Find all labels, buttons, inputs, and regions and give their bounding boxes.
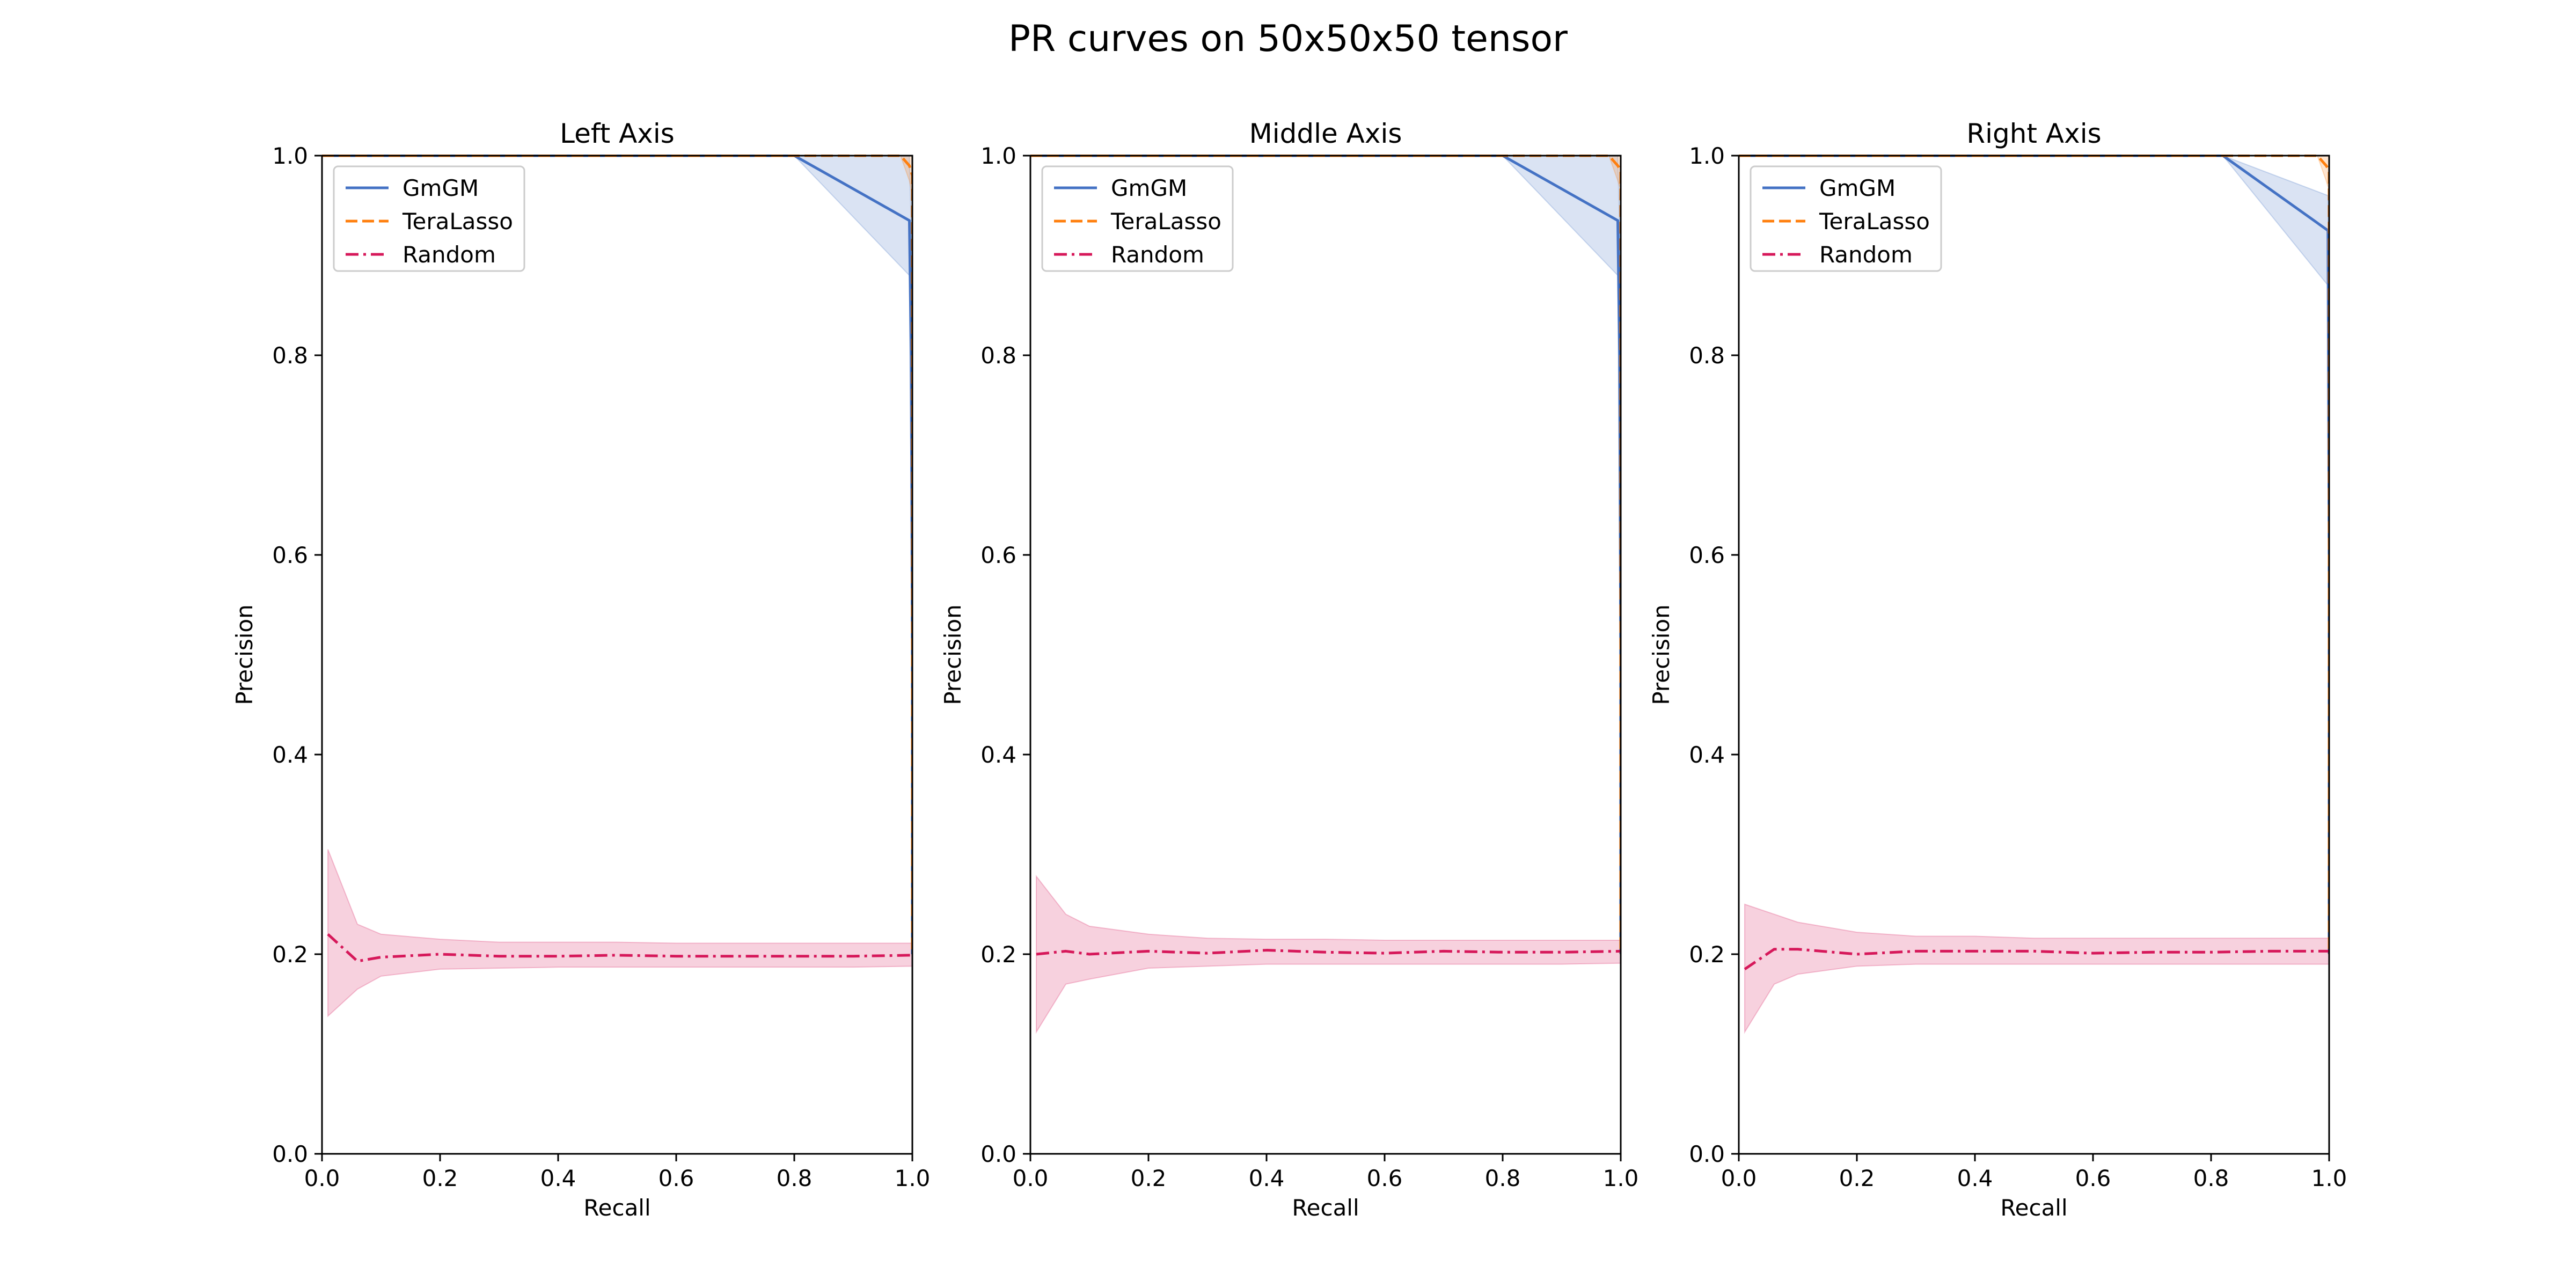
panel-title: Left Axis bbox=[560, 118, 675, 149]
x-axis-label: Recall bbox=[2000, 1195, 2067, 1221]
y-tick-label: 0.2 bbox=[1689, 941, 1725, 968]
x-tick-label: 0.8 bbox=[1485, 1165, 1521, 1191]
x-tick-label: 0.6 bbox=[658, 1165, 694, 1191]
x-tick-label: 0.2 bbox=[1839, 1165, 1875, 1191]
y-axis-label: Precision bbox=[940, 604, 966, 705]
x-tick-label: 0.0 bbox=[1013, 1165, 1049, 1191]
y-tick-label: 0.2 bbox=[272, 941, 308, 968]
y-tick-label: 0.8 bbox=[1689, 342, 1725, 369]
x-tick-label: 0.6 bbox=[1367, 1165, 1403, 1191]
x-tick-label: 0.8 bbox=[2193, 1165, 2229, 1191]
y-tick-label: 0.6 bbox=[272, 542, 308, 568]
legend-label-gmgm: GmGM bbox=[1111, 175, 1187, 201]
y-axis-label: Precision bbox=[231, 604, 258, 705]
y-tick-label: 0.2 bbox=[980, 941, 1016, 968]
random-line bbox=[1744, 948, 2329, 970]
random-band bbox=[1744, 903, 2329, 1034]
x-tick-label: 0.2 bbox=[422, 1165, 458, 1191]
x-tick-label: 0.0 bbox=[304, 1165, 340, 1191]
gmgm-band bbox=[1739, 155, 2329, 964]
y-tick-label: 0.0 bbox=[1689, 1141, 1725, 1167]
y-tick-label: 0.4 bbox=[272, 742, 308, 768]
legend-label-teralasso: TeraLasso bbox=[402, 208, 513, 235]
x-tick-label: 0.0 bbox=[1721, 1165, 1757, 1191]
legend: GmGM TeraLasso Random bbox=[1041, 165, 1234, 272]
random-band bbox=[1036, 875, 1621, 1034]
axes-frame bbox=[321, 155, 913, 1155]
legend-box bbox=[1750, 165, 1942, 272]
legend-label-gmgm: GmGM bbox=[1819, 175, 1896, 201]
legend-label-teralasso: TeraLasso bbox=[1110, 208, 1221, 235]
y-axis-label: Precision bbox=[1648, 604, 1674, 705]
y-tick-label: 0.8 bbox=[272, 342, 308, 369]
y-tick-label: 0.6 bbox=[1689, 542, 1725, 568]
panel-left-axis: 0.0 0.2 0.4 0.6 0.8 1.0 0.0 0.2 0.4 0.6 0.8 1.0 Left… bbox=[231, 118, 930, 1221]
random-line bbox=[327, 933, 912, 963]
x-axis-label: Recall bbox=[583, 1195, 650, 1221]
panel-middle-axis: 0.0 0.2 0.4 0.6 0.8 1.0 0.0 0.2 0.4 0.6 0.8 1.0 Midd… bbox=[940, 118, 1638, 1221]
legend-label-gmgm: GmGM bbox=[402, 175, 479, 201]
y-tick-label: 1.0 bbox=[980, 143, 1016, 169]
x-tick-label: 0.8 bbox=[777, 1165, 813, 1191]
legend-label-teralasso: TeraLasso bbox=[1819, 208, 1930, 235]
legend-label-random: Random bbox=[1111, 241, 1204, 268]
random-line bbox=[1036, 949, 1621, 956]
x-axis-label: Recall bbox=[1292, 1195, 1359, 1221]
panel-title: Right Axis bbox=[1966, 118, 2101, 149]
x-tick-label: 1.0 bbox=[2311, 1165, 2347, 1191]
panel-right-axis: 0.0 0.2 0.4 0.6 0.8 1.0 0.0 0.2 0.4 0.6 0.8 1.0 Righ… bbox=[1648, 118, 2347, 1221]
x-tick-label: 0.2 bbox=[1131, 1165, 1167, 1191]
x-tick-label: 1.0 bbox=[895, 1165, 931, 1191]
x-tick-label: 0.6 bbox=[2075, 1165, 2111, 1191]
y-tick-label: 0.4 bbox=[980, 742, 1016, 768]
y-tick-label: 0.6 bbox=[980, 542, 1016, 568]
x-tick-label: 0.4 bbox=[1957, 1165, 1993, 1191]
y-tick-label: 0.8 bbox=[980, 342, 1016, 369]
y-tick-label: 1.0 bbox=[272, 143, 308, 169]
axes-frame bbox=[1738, 155, 2330, 1155]
x-tick-label: 1.0 bbox=[1603, 1165, 1639, 1191]
random-band bbox=[327, 849, 912, 1018]
legend-box bbox=[1041, 165, 1234, 272]
y-tick-label: 0.0 bbox=[272, 1141, 308, 1167]
legend: GmGM TeraLasso Random bbox=[1750, 165, 1942, 272]
legend: GmGM TeraLasso Random bbox=[333, 165, 525, 272]
legend-label-random: Random bbox=[402, 241, 496, 268]
figure-title: PR curves on 50x50x50 tensor bbox=[1008, 18, 1568, 60]
panel-title: Middle Axis bbox=[1249, 118, 1402, 149]
y-tick-label: 1.0 bbox=[1689, 143, 1725, 169]
y-tick-label: 0.4 bbox=[1689, 742, 1725, 768]
legend-box bbox=[333, 165, 525, 272]
y-tick-label: 0.0 bbox=[980, 1141, 1016, 1167]
x-tick-label: 0.4 bbox=[540, 1165, 576, 1191]
legend-label-random: Random bbox=[1819, 241, 1913, 268]
axes-frame bbox=[1029, 155, 1622, 1155]
x-tick-label: 0.4 bbox=[1249, 1165, 1285, 1191]
